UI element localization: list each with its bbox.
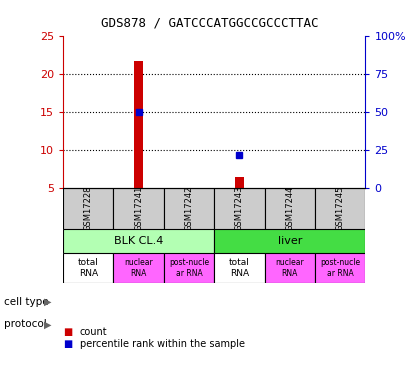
Bar — [134, 61, 143, 188]
Text: nuclear
RNA: nuclear RNA — [124, 258, 153, 278]
Bar — [164, 188, 214, 229]
Text: GSM17241: GSM17241 — [134, 186, 143, 231]
Text: post-nucle
ar RNA: post-nucle ar RNA — [169, 258, 209, 278]
Text: BLK CL.4: BLK CL.4 — [114, 236, 163, 246]
Bar — [214, 253, 265, 283]
Text: GSM17243: GSM17243 — [235, 186, 244, 231]
Bar — [214, 188, 265, 229]
Text: ■: ■ — [63, 327, 72, 337]
Bar — [164, 253, 214, 283]
Text: liver: liver — [278, 236, 302, 246]
Bar — [265, 188, 315, 229]
Text: ▶: ▶ — [44, 320, 52, 329]
Bar — [113, 253, 164, 283]
Bar — [113, 188, 164, 229]
Text: count: count — [80, 327, 108, 337]
Bar — [63, 253, 113, 283]
Bar — [235, 177, 244, 188]
Bar — [315, 188, 365, 229]
Text: GSM17228: GSM17228 — [84, 186, 93, 231]
Text: percentile rank within the sample: percentile rank within the sample — [80, 339, 245, 349]
Text: cell type: cell type — [4, 297, 49, 307]
Text: total
RNA: total RNA — [78, 258, 99, 278]
Bar — [63, 188, 113, 229]
Bar — [315, 253, 365, 283]
Text: GDS878 / GATCCCATGGCCGCCCTTAC: GDS878 / GATCCCATGGCCGCCCTTAC — [101, 17, 319, 30]
Bar — [265, 253, 315, 283]
Text: GSM17244: GSM17244 — [285, 186, 294, 231]
Text: post-nucle
ar RNA: post-nucle ar RNA — [320, 258, 360, 278]
Bar — [63, 229, 214, 253]
Text: ■: ■ — [63, 339, 72, 349]
Text: ▶: ▶ — [44, 297, 52, 307]
Text: nuclear
RNA: nuclear RNA — [276, 258, 304, 278]
Text: GSM17242: GSM17242 — [184, 186, 194, 231]
Text: total
RNA: total RNA — [229, 258, 250, 278]
Text: protocol: protocol — [4, 320, 47, 329]
Text: GSM17245: GSM17245 — [336, 186, 345, 231]
Bar — [214, 229, 365, 253]
